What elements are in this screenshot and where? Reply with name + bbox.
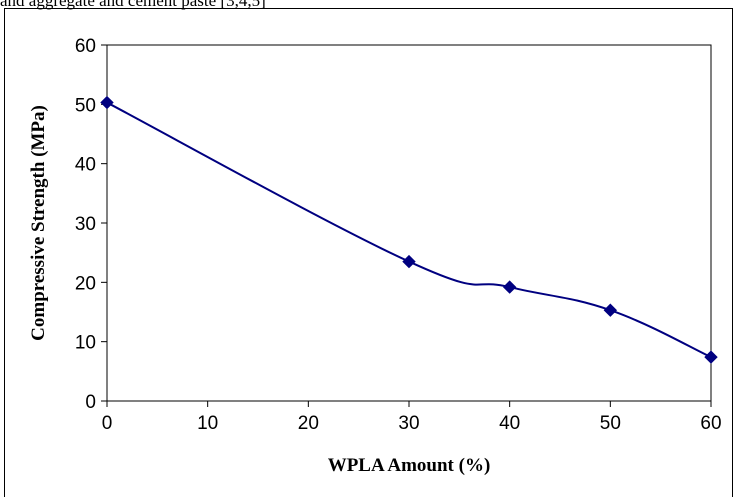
y-tick-label: 50 — [75, 95, 96, 116]
data-point-marker — [100, 95, 114, 110]
data-point-marker — [502, 280, 517, 294]
y-tick-label: 30 — [75, 214, 96, 235]
data-point-marker — [402, 254, 416, 269]
x-tick-label: 60 — [700, 413, 721, 434]
series-line — [106, 101, 712, 358]
data-point-marker — [603, 303, 618, 317]
x-tick-label: 40 — [499, 413, 520, 434]
y-tick-label: 40 — [75, 155, 96, 176]
x-tick-label: 10 — [197, 413, 218, 434]
page-top-text: and aggregate and cement paste [3,4,5] — [0, 0, 266, 10]
plot-area — [106, 44, 712, 402]
y-tick-label: 20 — [75, 273, 96, 294]
y-tick-label: 0 — [85, 392, 96, 413]
x-tick-label: 50 — [600, 413, 621, 434]
x-axis-tick-labels: 0 10 20 30 40 50 60 — [102, 413, 722, 434]
x-axis-title: WPLA Amount (%) — [328, 455, 491, 476]
series-markers — [100, 95, 718, 364]
data-point-marker — [704, 350, 718, 364]
x-tick-label: 0 — [102, 413, 113, 434]
y-tick-label: 10 — [75, 333, 96, 354]
y-axis-title: Compressive Strength (MPa) — [28, 105, 49, 341]
chart-frame — [4, 8, 733, 497]
y-axis-tick-labels: 0 10 20 30 40 50 60 — [75, 36, 96, 413]
x-axis-ticks — [106, 401, 712, 407]
x-tick-label: 30 — [398, 413, 419, 434]
x-tick-label: 20 — [298, 413, 319, 434]
y-tick-label: 60 — [75, 36, 96, 57]
